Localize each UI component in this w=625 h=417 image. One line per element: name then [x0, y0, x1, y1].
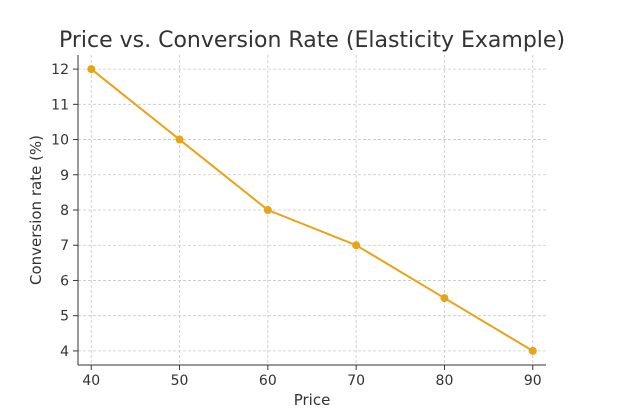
- y-tick-label: 12: [51, 62, 69, 78]
- chart-title: Price vs. Conversion Rate (Elasticity Ex…: [59, 28, 565, 53]
- x-tick-label: 40: [82, 373, 100, 389]
- data-point: [175, 135, 184, 144]
- x-axis-label: Price: [294, 391, 331, 409]
- data-point: [440, 294, 449, 303]
- y-tick-label: 11: [51, 97, 69, 113]
- data-point: [528, 346, 537, 355]
- x-tick-label: 90: [524, 373, 542, 389]
- series-line: [90, 68, 534, 352]
- data-point: [263, 206, 272, 214]
- y-tick-label: 6: [60, 273, 69, 289]
- y-tick-label: 9: [60, 168, 69, 184]
- grid-lines: [78, 55, 546, 365]
- y-tick-label: 10: [51, 133, 69, 149]
- data-point: [352, 241, 361, 250]
- y-axis-label: Conversion rate (%): [27, 135, 45, 285]
- x-tick-label: 50: [171, 373, 189, 389]
- x-tick-label: 80: [436, 373, 454, 389]
- data-point: [87, 65, 96, 74]
- series: [87, 65, 537, 355]
- y-tick-label: 8: [60, 203, 69, 219]
- y-tick-label: 4: [60, 344, 69, 360]
- y-tick-label: 7: [60, 238, 69, 254]
- x-tick-label: 60: [259, 373, 277, 389]
- axes: 40 50 60 70 80 90 4 5 6 7 8 9 10 11 12: [51, 55, 546, 389]
- y-tick-label: 5: [60, 309, 69, 325]
- x-tick-label: 70: [347, 373, 365, 389]
